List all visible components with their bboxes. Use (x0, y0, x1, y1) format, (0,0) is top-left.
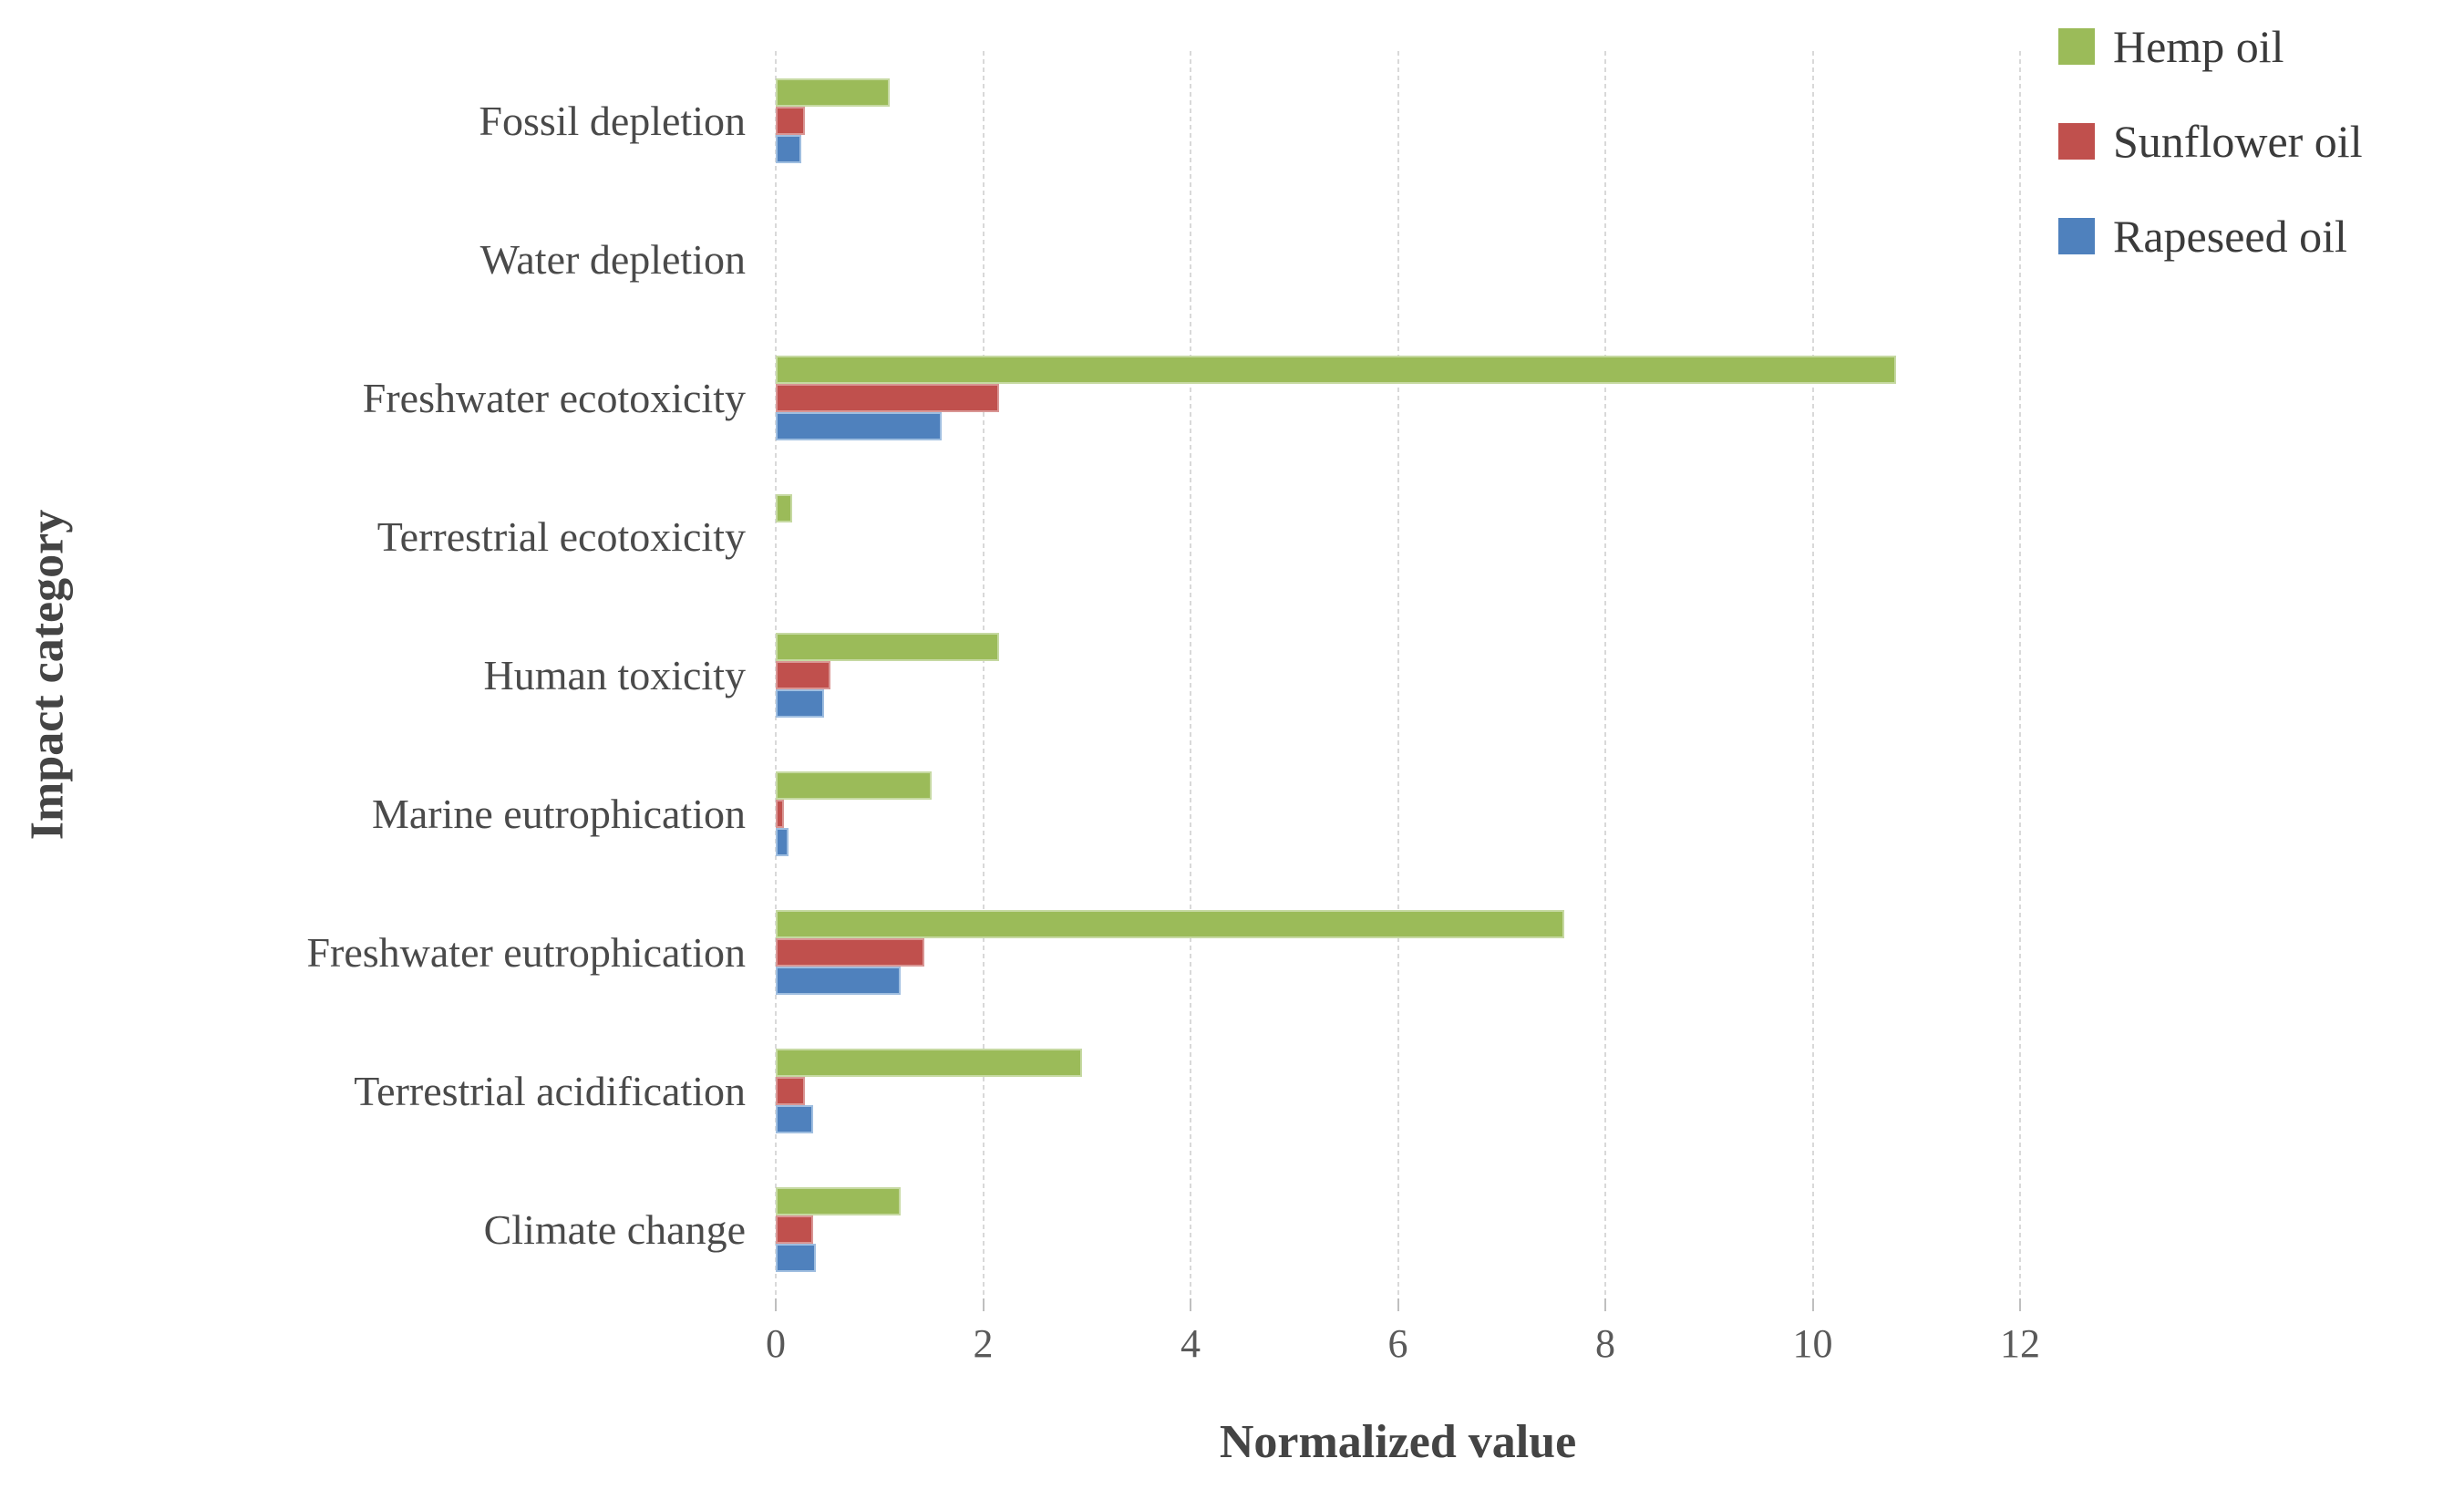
bar-sunflower-oil (776, 799, 785, 828)
bar-rapeseed-oil (776, 134, 802, 163)
bar-sunflower-oil (776, 1076, 805, 1105)
gridline-x-6 (1397, 51, 1399, 1298)
bar-rapeseed-oil (776, 688, 825, 718)
bar-sunflower-oil (776, 937, 924, 967)
x-axis-title: Normalized value (1219, 1416, 1577, 1468)
bar-hemp-oil (776, 1048, 1082, 1077)
tick-mark-x-0 (775, 1298, 777, 1311)
legend-label: Sunflower oil (2113, 116, 2363, 167)
x-tick-label: 6 (1387, 1321, 1408, 1366)
x-tick-label: 8 (1595, 1321, 1615, 1366)
x-tick-label: 4 (1180, 1321, 1201, 1366)
bar-sunflower-oil (776, 106, 805, 135)
bar-sunflower-oil (776, 1215, 813, 1244)
legend-item-sunflower-oil: Sunflower oil (2058, 115, 2363, 168)
tick-mark-x-2 (982, 1298, 985, 1311)
x-tick-label: 2 (973, 1321, 994, 1366)
gridline-x-8 (1604, 51, 1606, 1298)
x-tick-label: 0 (766, 1321, 786, 1366)
category-label: Fossil depletion (479, 97, 746, 144)
bar-hemp-oil (776, 632, 999, 661)
category-label: Terrestrial ecotoxicity (376, 512, 746, 560)
bar-sunflower-oil (776, 660, 831, 689)
legend-item-hemp-oil: Hemp oil (2058, 20, 2363, 73)
gridline-x-12 (2019, 51, 2021, 1298)
category-label: Climate change (483, 1205, 746, 1253)
tick-mark-x-4 (1190, 1298, 1191, 1311)
bar-sunflower-oil (776, 383, 999, 412)
bar-hemp-oil (776, 355, 1896, 384)
category-label: Human toxicity (483, 651, 746, 698)
category-label: Freshwater eutrophication (306, 928, 746, 976)
gridline-x-4 (1190, 51, 1191, 1298)
gridline-x-2 (982, 51, 985, 1298)
bar-rapeseed-oil (776, 827, 789, 856)
legend-swatch (2058, 28, 2095, 65)
tick-mark-x-10 (1811, 1298, 1814, 1311)
x-tick-label: 10 (1792, 1321, 1833, 1366)
category-label: Water depletion (479, 235, 746, 283)
bar-hemp-oil (776, 1186, 901, 1215)
bar-rapeseed-oil (776, 1104, 813, 1133)
bar-hemp-oil (776, 78, 891, 107)
tick-mark-x-12 (2019, 1298, 2021, 1311)
category-label: Terrestrial acidification (354, 1067, 746, 1114)
bar-hemp-oil (776, 493, 793, 522)
legend-item-rapeseed-oil: Rapeseed oil (2058, 210, 2363, 263)
bar-rapeseed-oil (776, 1243, 817, 1272)
bar-rapeseed-oil (776, 966, 901, 995)
category-label: Freshwater ecotoxicity (362, 374, 746, 421)
legend: Hemp oil Sunflower oil Rapeseed oil (2058, 20, 2363, 305)
legend-swatch (2058, 123, 2095, 160)
bar-hemp-oil (776, 771, 932, 800)
tick-mark-x-6 (1397, 1298, 1399, 1311)
bar-rapeseed-oil (776, 411, 942, 440)
bar-hemp-oil (776, 909, 1564, 938)
legend-label: Hemp oil (2113, 21, 2284, 72)
category-label: Marine eutrophication (371, 790, 746, 837)
gridline-x-10 (1811, 51, 1814, 1298)
legend-label: Rapeseed oil (2113, 211, 2347, 262)
legend-swatch (2058, 218, 2095, 254)
x-tick-label: 12 (2000, 1321, 2040, 1366)
tick-mark-x-8 (1604, 1298, 1606, 1311)
